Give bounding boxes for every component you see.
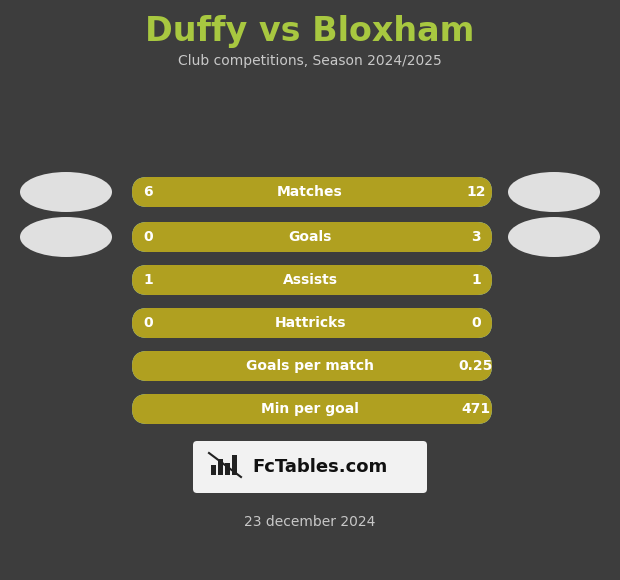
FancyBboxPatch shape [132,394,492,424]
Text: 0: 0 [143,316,153,330]
Text: 1: 1 [471,273,481,287]
Text: Club competitions, Season 2024/2025: Club competitions, Season 2024/2025 [178,54,442,68]
FancyBboxPatch shape [132,177,492,207]
Text: Matches: Matches [277,185,343,199]
Ellipse shape [508,172,600,212]
Text: Duffy vs Bloxham: Duffy vs Bloxham [145,14,475,48]
FancyBboxPatch shape [132,177,492,207]
Text: Min per goal: Min per goal [261,402,359,416]
Text: 0: 0 [471,316,481,330]
Text: 1: 1 [143,273,153,287]
Text: Hattricks: Hattricks [274,316,346,330]
Bar [232,455,237,475]
Text: FcTables.com: FcTables.com [252,458,388,476]
Ellipse shape [20,217,112,257]
FancyBboxPatch shape [132,222,492,252]
FancyBboxPatch shape [132,308,492,338]
FancyBboxPatch shape [132,265,492,295]
FancyBboxPatch shape [132,222,492,252]
Bar [218,459,223,475]
Text: Assists: Assists [283,273,337,287]
FancyBboxPatch shape [132,308,492,338]
Text: 471: 471 [461,402,490,416]
Text: 12: 12 [466,185,485,199]
Bar [225,463,230,475]
Text: 0.25: 0.25 [459,359,493,373]
FancyBboxPatch shape [132,394,492,424]
FancyBboxPatch shape [132,265,492,295]
Ellipse shape [20,172,112,212]
Text: 23 december 2024: 23 december 2024 [244,515,376,529]
Text: 6: 6 [143,185,153,199]
Text: 3: 3 [471,230,481,244]
Text: 0: 0 [143,230,153,244]
FancyBboxPatch shape [132,351,492,381]
Text: Goals: Goals [288,230,332,244]
Bar [211,465,216,475]
FancyBboxPatch shape [193,441,427,493]
Ellipse shape [508,217,600,257]
Text: Goals per match: Goals per match [246,359,374,373]
FancyBboxPatch shape [132,351,492,381]
